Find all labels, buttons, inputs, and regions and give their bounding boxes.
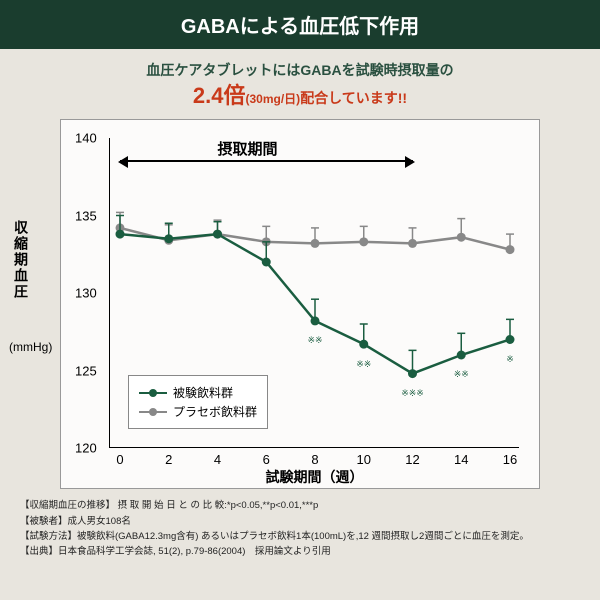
x-tick: 6 <box>263 452 270 467</box>
significance-marker: ※ <box>506 354 514 365</box>
footnotes: 【収縮期血圧の推移】 摂 取 開 始 日 と の 比 較:*p<0.05,**p… <box>20 499 580 559</box>
x-tick: 16 <box>503 452 517 467</box>
significance-marker: ※※ <box>356 359 371 370</box>
footnote-line: 【試験方法】被験飲料(GABA12.3mg含有) あるいはプラセボ飲料1本(10… <box>20 530 580 544</box>
x-tick: 10 <box>357 452 371 467</box>
highlight-ratio: 2.4倍 <box>193 83 246 108</box>
title-banner: GABAによる血圧低下作用 <box>0 0 600 49</box>
subtitle-pre: 血圧ケアタブレットにはGABAを試験時摂取量の <box>146 62 453 78</box>
y-tick: 140 <box>75 131 97 146</box>
x-tick: 2 <box>165 452 172 467</box>
significance-marker: ※※※ <box>401 388 424 399</box>
subtitle-post: 配合しています!! <box>300 90 407 106</box>
y-tick: 135 <box>75 208 97 223</box>
footnote-line: 【被験者】成人男女108名 <box>20 515 580 529</box>
footnote-line: 【出典】日本食品科学工学会誌, 51(2), p.79-86(2004) 採用論… <box>20 545 580 559</box>
highlight-dose: (30mg/日) <box>246 92 301 106</box>
x-tick: 14 <box>454 452 468 467</box>
subtitle: 血圧ケアタブレットにはGABAを試験時摂取量の 2.4倍(30mg/日)配合して… <box>0 61 600 111</box>
x-tick: 0 <box>116 452 123 467</box>
y-tick: 125 <box>75 363 97 378</box>
y-axis-unit: (mmHg) <box>9 340 52 354</box>
x-tick: 12 <box>405 452 419 467</box>
y-tick: 130 <box>75 286 97 301</box>
significance-marker: ※※ <box>454 369 469 380</box>
footnote-line: 【収縮期血圧の推移】 摂 取 開 始 日 と の 比 較:*p<0.05,**p… <box>20 499 580 513</box>
legend-test-label: 被験飲料群 <box>173 384 233 401</box>
legend: 被験飲料群 プラセボ飲料群 <box>128 375 268 429</box>
legend-placebo: プラセボ飲料群 <box>139 403 257 420</box>
x-tick: 8 <box>311 452 318 467</box>
significance-marker: ※※ <box>307 335 322 346</box>
x-axis-label: 試験期間（週） <box>266 467 364 487</box>
plot-area: 摂取期間 試験期間（週） 被験飲料群 プラセボ飲料群 1201251301351… <box>109 138 519 448</box>
chart-container: 収縮期血圧 (mmHg) 摂取期間 試験期間（週） 被験飲料群 プラセボ飲料群 … <box>60 119 540 489</box>
x-tick: 4 <box>214 452 221 467</box>
legend-test: 被験飲料群 <box>139 384 257 401</box>
y-tick: 120 <box>75 441 97 456</box>
y-axis-label: 収縮期血圧 <box>11 220 31 300</box>
legend-placebo-label: プラセボ飲料群 <box>173 403 257 420</box>
